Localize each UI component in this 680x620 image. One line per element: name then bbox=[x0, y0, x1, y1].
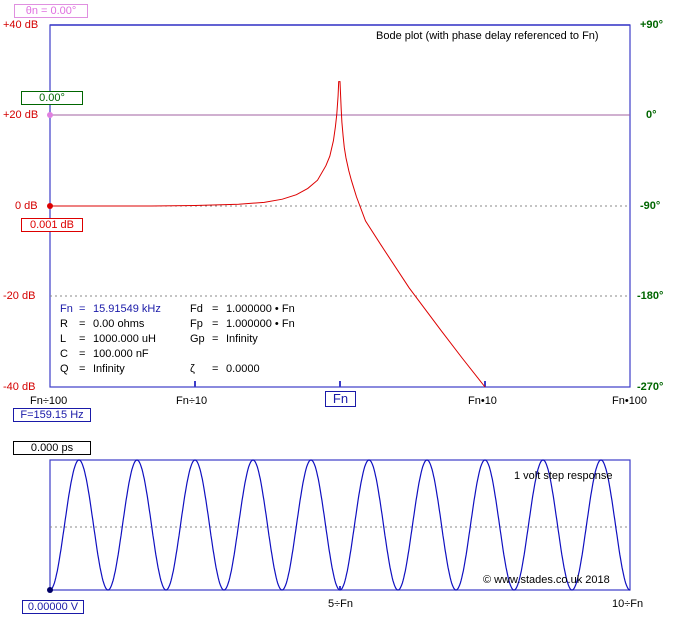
step-response-title: 1 volt step response bbox=[514, 470, 613, 482]
phase-label-minus270: -270° bbox=[637, 381, 664, 393]
phase-label-minus180: -180° bbox=[637, 290, 664, 302]
param-fp-value: 1.000000 • Fn bbox=[226, 318, 295, 330]
param-fd-eq: = bbox=[212, 303, 219, 315]
param-c-label: C bbox=[60, 348, 68, 360]
db-label-0: 0 dB bbox=[15, 200, 38, 212]
x-label-fn-div10: Fn÷10 bbox=[176, 395, 208, 407]
bode-plot-title: Bode plot (with phase delay referenced t… bbox=[376, 30, 599, 42]
param-fp-label: Fp bbox=[190, 318, 203, 330]
phase-label-0: 0° bbox=[646, 109, 657, 121]
phase-label-minus90: -90° bbox=[640, 200, 661, 212]
x-label-fn-div100: Fn÷100 bbox=[30, 395, 68, 407]
db-label-plus20: +20 dB bbox=[3, 109, 39, 121]
db-label-minus20: -20 dB bbox=[3, 290, 36, 302]
param-c-eq: = bbox=[79, 348, 86, 360]
param-q-label: Q bbox=[60, 363, 69, 375]
param-r-eq: = bbox=[79, 318, 86, 330]
param-gp-value: Infinity bbox=[226, 333, 258, 345]
param-gp-label: Gp bbox=[190, 333, 205, 345]
db-label-minus40: -40 dB bbox=[3, 381, 36, 393]
param-fn-eq: = bbox=[79, 303, 86, 315]
x-label-fn-times100: Fn•100 bbox=[612, 395, 648, 407]
param-fn-value: 15.91549 kHz bbox=[93, 303, 161, 315]
copyright-notice: © www.stades.co.uk 2018 bbox=[483, 574, 610, 586]
fn-marker-box[interactable]: Fn bbox=[325, 391, 356, 407]
param-q-value: Infinity bbox=[93, 363, 125, 375]
phase-readout-box[interactable]: 0.00° bbox=[21, 91, 83, 105]
param-l-value: 1000.000 uH bbox=[93, 333, 156, 345]
param-fn-label: Fn bbox=[60, 303, 73, 315]
gain-curve bbox=[50, 81, 486, 388]
step-x-label-5-fn: 5÷Fn bbox=[328, 598, 353, 610]
param-zeta-eq: = bbox=[212, 363, 219, 375]
param-r-value: 0.00 ohms bbox=[93, 318, 145, 330]
param-fd-label: Fd bbox=[190, 303, 203, 315]
param-c-value: 100.000 nF bbox=[93, 348, 149, 360]
param-gp-eq: = bbox=[212, 333, 219, 345]
step-x-label-10-fn: 10÷Fn bbox=[612, 598, 644, 610]
step-response-curve bbox=[49, 459, 631, 591]
frequency-readout-box[interactable]: F=159.15 Hz bbox=[13, 408, 91, 422]
x-label-fn-times10: Fn•10 bbox=[468, 395, 497, 407]
phase-marker-dot[interactable] bbox=[47, 112, 53, 118]
step-voltage-readout-box[interactable]: 0.00000 V bbox=[22, 600, 84, 614]
phase-reference-box[interactable]: θn = 0.00° bbox=[14, 4, 88, 18]
gain-readout-box[interactable]: 0.001 dB bbox=[21, 218, 83, 232]
phase-label-plus90: +90° bbox=[640, 19, 664, 31]
db-label-plus40: +40 dB bbox=[3, 19, 39, 31]
param-zeta-label: ζ bbox=[190, 363, 195, 375]
param-q-eq: = bbox=[79, 363, 86, 375]
param-fd-value: 1.000000 • Fn bbox=[226, 303, 295, 315]
param-zeta-value: 0.0000 bbox=[226, 363, 260, 375]
param-r-label: R bbox=[60, 318, 68, 330]
param-l-eq: = bbox=[79, 333, 86, 345]
step-marker-dot[interactable] bbox=[47, 587, 53, 593]
gain-marker-dot[interactable] bbox=[47, 203, 53, 209]
param-l-label: L bbox=[60, 333, 67, 345]
step-time-readout-box[interactable]: 0.000 ps bbox=[13, 441, 91, 455]
param-fp-eq: = bbox=[212, 318, 219, 330]
step-plot-frame bbox=[49, 459, 631, 591]
